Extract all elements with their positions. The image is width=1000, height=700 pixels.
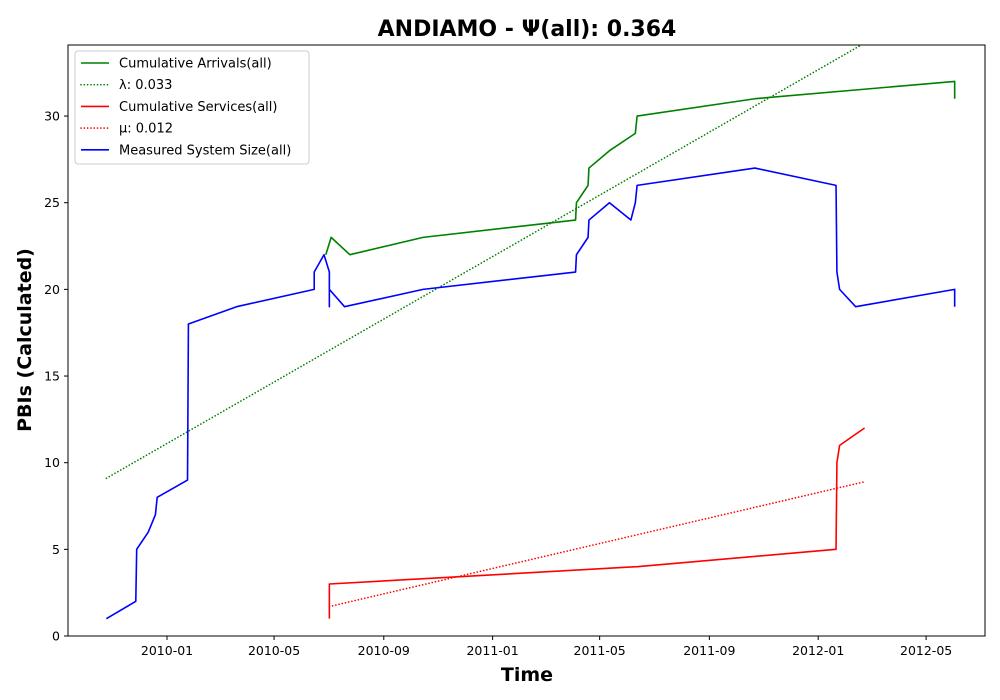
- x-tick-label: 2011-05: [574, 643, 626, 658]
- legend-label: Cumulative Services(all): [119, 100, 277, 115]
- series-line-2: [328, 427, 866, 619]
- series-line-0: [325, 80, 956, 256]
- x-tick-label: 2011-01: [466, 643, 518, 658]
- plot-frame: [67, 44, 986, 637]
- series-line-3: [328, 480, 866, 608]
- y-tick-label: 20: [44, 282, 60, 297]
- series-layer: [105, 45, 956, 620]
- legend: Cumulative Arrivals(all) λ: 0.033 Cumulati…: [74, 50, 310, 165]
- chart-title: ANDIAMO - Ψ(all): 0.364: [378, 17, 677, 42]
- x-axis-ticks: 2010-01 2010-05 2010-09 2011-01 2011-05 2011-…: [141, 636, 952, 658]
- x-axis-label: Time: [501, 664, 553, 686]
- legend-label: μ: 0.012: [119, 122, 173, 137]
- y-tick-label: 25: [44, 195, 60, 210]
- y-tick-label: 5: [52, 542, 60, 557]
- legend-item-0-012: μ: 0.012: [80, 122, 173, 137]
- y-tick-label: 30: [44, 109, 60, 124]
- y-tick-label: 0: [52, 629, 60, 644]
- legend-item-measured-system-size-all: Measured System Size(all): [81, 143, 291, 158]
- x-tick-label: 2010-05: [248, 643, 300, 658]
- x-tick-label: 2012-05: [900, 643, 952, 658]
- legend-label: λ: 0.033: [119, 78, 172, 93]
- series-line-4: [105, 167, 956, 620]
- x-tick-label: 2011-09: [683, 643, 735, 658]
- legend-label: Measured System Size(all): [119, 143, 291, 158]
- y-axis-label: PBIs (Calculated): [14, 248, 36, 432]
- y-axis-ticks: 0 5 10 15 20 25 30: [44, 109, 68, 644]
- legend-box: [74, 50, 310, 165]
- legend-item-0-033: λ: 0.033: [80, 78, 172, 93]
- legend-item-cumulative-services-all: Cumulative Services(all): [81, 100, 277, 115]
- legend-item-cumulative-arrivals-all: Cumulative Arrivals(all): [81, 57, 272, 72]
- y-tick-label: 10: [44, 455, 60, 470]
- legend-label: Cumulative Arrivals(all): [119, 57, 272, 72]
- series-line-1: [105, 45, 863, 480]
- x-tick-label: 2012-01: [792, 643, 844, 658]
- x-tick-label: 2010-09: [358, 643, 410, 658]
- y-tick-label: 15: [44, 369, 60, 384]
- x-tick-label: 2010-01: [141, 643, 193, 658]
